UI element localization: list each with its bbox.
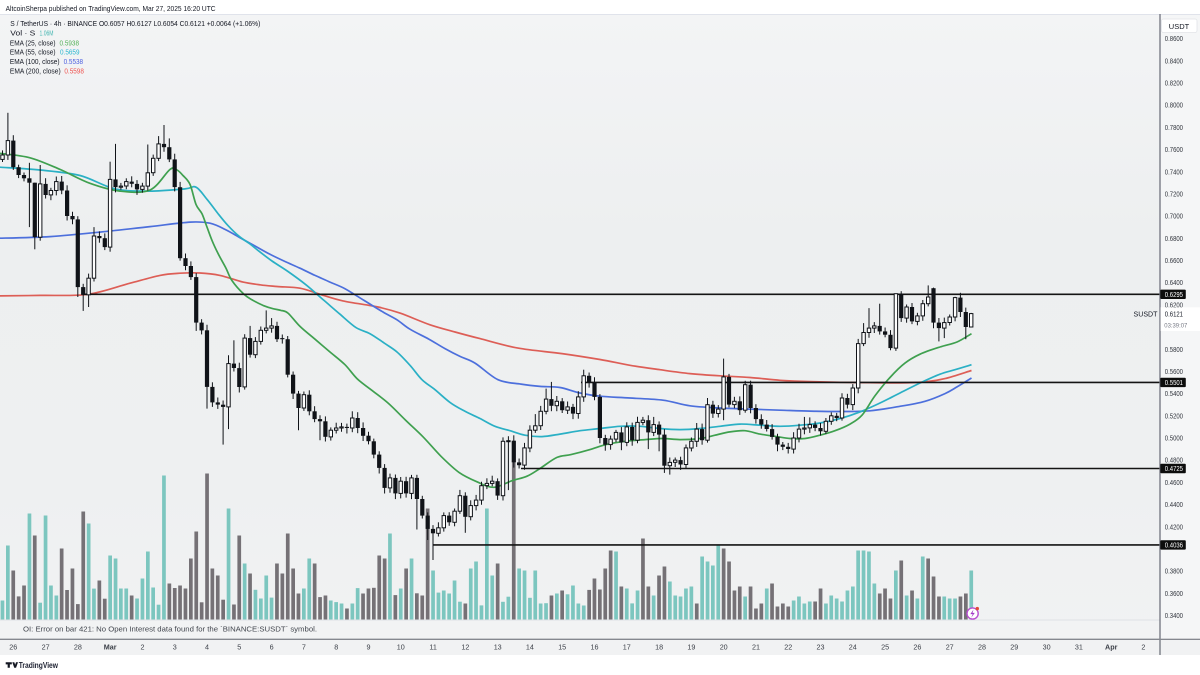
svg-text:OI: Error on bar 421: No Open: OI: Error on bar 421: No Open Interest d…: [23, 624, 317, 633]
svg-text:EMA (100, close): EMA (100, close): [10, 57, 60, 66]
svg-text:Vol · S: Vol · S: [10, 29, 35, 38]
svg-text:0.5659: 0.5659: [60, 48, 80, 57]
svg-text:26: 26: [913, 642, 921, 651]
svg-text:0.6600: 0.6600: [1165, 258, 1183, 265]
svg-text:0.4400: 0.4400: [1165, 502, 1183, 509]
svg-text:17: 17: [623, 642, 631, 651]
svg-text:0.6121: 0.6121: [1165, 311, 1183, 318]
svg-text:0.8400: 0.8400: [1165, 58, 1183, 65]
svg-text:03:39:07: 03:39:07: [1164, 322, 1187, 329]
svg-text:6: 6: [270, 642, 274, 651]
svg-text:0.5598: 0.5598: [64, 66, 84, 75]
svg-text:2: 2: [1141, 642, 1145, 651]
svg-text:22: 22: [784, 642, 792, 651]
svg-text:0.5538: 0.5538: [64, 57, 84, 66]
svg-text:3: 3: [173, 642, 177, 651]
svg-text:12: 12: [461, 642, 469, 651]
svg-text:0.6800: 0.6800: [1165, 236, 1183, 243]
svg-text:18: 18: [655, 642, 663, 651]
svg-text:29: 29: [1010, 642, 1018, 651]
svg-text:0.5600: 0.5600: [1165, 369, 1183, 376]
svg-text:26: 26: [9, 642, 17, 651]
svg-text:19: 19: [687, 642, 695, 651]
svg-text:EMA (200, close): EMA (200, close): [10, 66, 61, 75]
svg-text:13: 13: [494, 642, 502, 651]
svg-text:0.6295: 0.6295: [1165, 292, 1183, 299]
svg-text:10: 10: [397, 642, 405, 651]
svg-text:0.6400: 0.6400: [1165, 280, 1183, 287]
svg-text:30: 30: [1043, 642, 1051, 651]
svg-text:0.4036: 0.4036: [1165, 543, 1183, 550]
svg-text:Mar: Mar: [104, 642, 117, 651]
svg-text:8: 8: [334, 642, 338, 651]
svg-text:0.5200: 0.5200: [1165, 413, 1183, 420]
svg-text:27: 27: [42, 642, 50, 651]
svg-text:0.5938: 0.5938: [60, 38, 80, 47]
svg-text:24: 24: [849, 642, 857, 651]
svg-text:5: 5: [237, 642, 241, 651]
svg-text:0.4800: 0.4800: [1165, 458, 1183, 465]
svg-text:EMA (55, close): EMA (55, close): [10, 48, 56, 57]
svg-text:1.06M: 1.06M: [40, 29, 54, 38]
svg-text:0.8600: 0.8600: [1165, 36, 1183, 43]
svg-text:15: 15: [558, 642, 566, 651]
svg-text:USDT: USDT: [1169, 22, 1190, 31]
svg-text:0.5800: 0.5800: [1165, 347, 1183, 354]
svg-text:0.7200: 0.7200: [1165, 191, 1183, 198]
svg-text:27: 27: [946, 642, 954, 651]
svg-text:14: 14: [526, 642, 534, 651]
svg-text:0.7600: 0.7600: [1165, 147, 1183, 154]
svg-text:SUSDT: SUSDT: [1134, 311, 1159, 318]
svg-text:0.3600: 0.3600: [1165, 591, 1183, 598]
svg-text:0.5501: 0.5501: [1165, 380, 1183, 387]
svg-text:2: 2: [141, 642, 145, 651]
svg-text:0.7800: 0.7800: [1165, 125, 1183, 132]
svg-text:0.7000: 0.7000: [1165, 214, 1183, 221]
svg-text:0.5000: 0.5000: [1165, 436, 1183, 443]
svg-text:20: 20: [720, 642, 728, 651]
svg-text:0.8200: 0.8200: [1165, 81, 1183, 88]
svg-text:4: 4: [205, 642, 209, 651]
svg-text:28: 28: [74, 642, 82, 651]
svg-text:EMA (25, close): EMA (25, close): [10, 38, 56, 47]
svg-text:0.3800: 0.3800: [1165, 569, 1183, 576]
svg-text:31: 31: [1075, 642, 1083, 651]
svg-text:0.7400: 0.7400: [1165, 169, 1183, 176]
svg-text:28: 28: [978, 642, 986, 651]
svg-text:S / TetherUS · 4h · BINANCE O: S / TetherUS · 4h · BINANCE O0.6057 H0.6…: [10, 19, 260, 28]
svg-text:0.4200: 0.4200: [1165, 524, 1183, 531]
svg-text:16: 16: [591, 642, 599, 651]
svg-text:0.4600: 0.4600: [1165, 480, 1183, 487]
svg-text:9: 9: [367, 642, 371, 651]
svg-text:Apr: Apr: [1105, 642, 1118, 651]
svg-text:0.3400: 0.3400: [1165, 613, 1183, 620]
svg-text:TradingView: TradingView: [19, 660, 59, 670]
svg-text:AltcoinSherpa published on Tra: AltcoinSherpa published on TradingView.c…: [6, 4, 217, 13]
svg-text:25: 25: [881, 642, 889, 651]
svg-text:0.5400: 0.5400: [1165, 391, 1183, 398]
svg-text:7: 7: [302, 642, 306, 651]
svg-text:11: 11: [429, 642, 436, 651]
svg-text:0.8000: 0.8000: [1165, 103, 1183, 110]
svg-text:21: 21: [752, 642, 760, 651]
svg-text:23: 23: [817, 642, 825, 651]
svg-text:0.6200: 0.6200: [1165, 302, 1183, 309]
svg-text:0.4725: 0.4725: [1165, 466, 1183, 473]
